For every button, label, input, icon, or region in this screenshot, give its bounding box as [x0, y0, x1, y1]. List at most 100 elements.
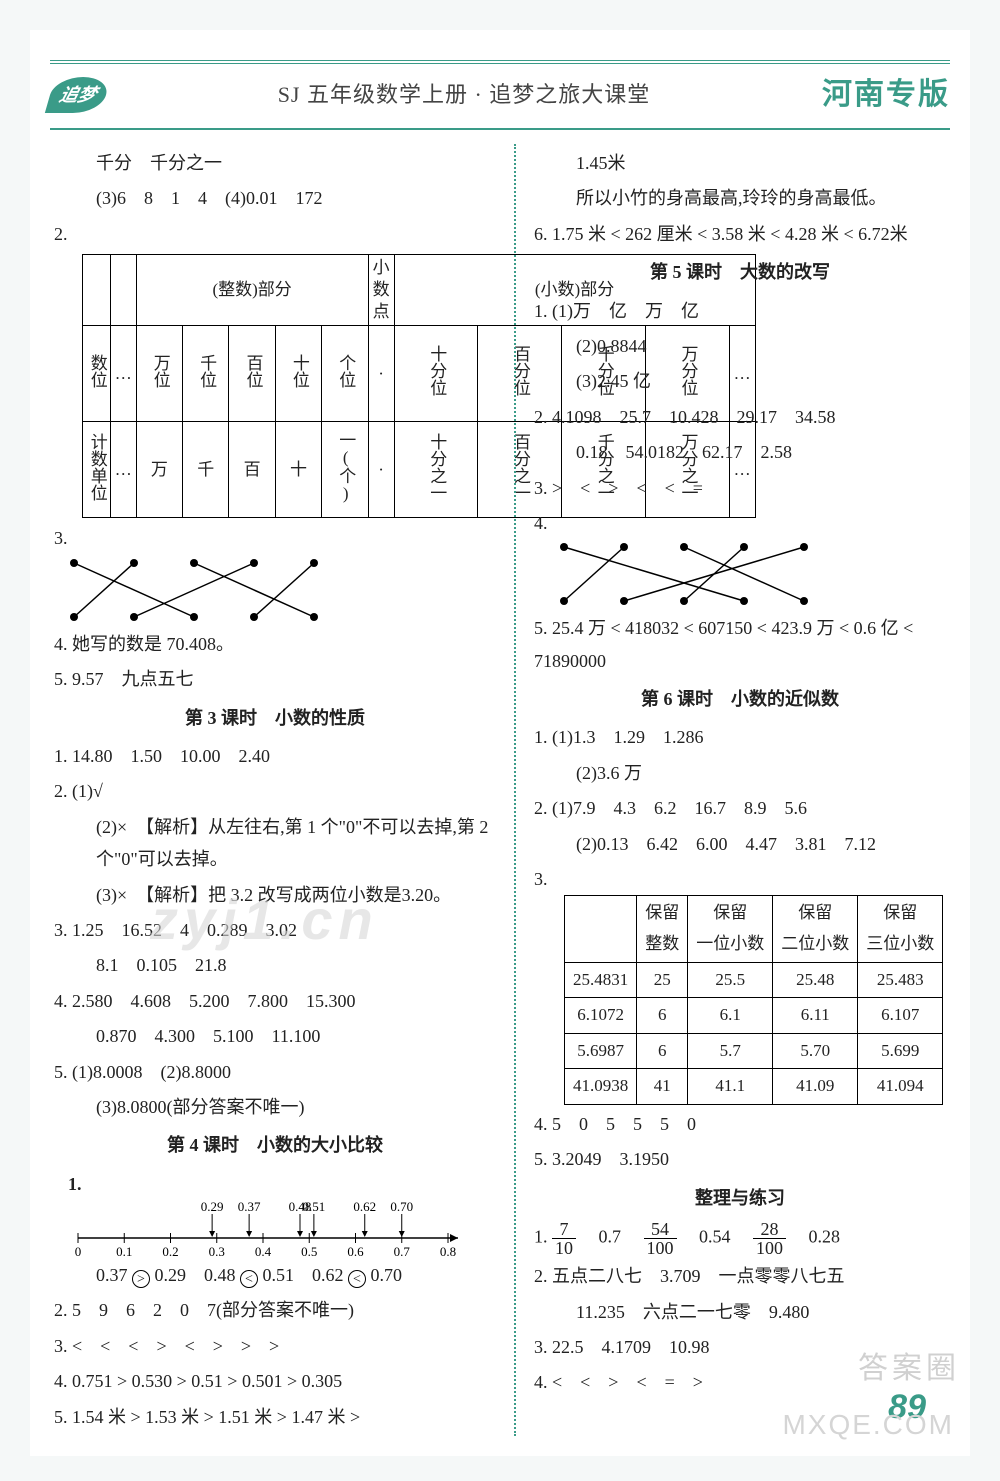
cell: 25.5: [688, 962, 773, 998]
fraction: 28100: [753, 1220, 786, 1257]
cell: …: [110, 422, 136, 518]
text-line: 6. 1.75 米 < 262 厘米 < 3.58 米 < 4.28 米 < 6…: [530, 218, 950, 250]
cell: 十: [275, 422, 321, 518]
text-line: 1. (1)1.3 1.29 1.286: [530, 721, 950, 753]
t: 0.28: [791, 1227, 841, 1247]
text-line: 5. 1.54 米 > 1.53 米 > 1.51 米 > 1.47 米 >: [50, 1401, 500, 1433]
circled-operator: >: [132, 1270, 150, 1288]
right-column: 1.45米 所以小竹的身高最高,玲玲的身高最低。 6. 1.75 米 < 262…: [530, 144, 950, 1436]
q2: 2. (整数)部分 小数点 (小数)部分 数位 … 万位 千位 百位 十位: [50, 218, 500, 519]
cell: 41.094: [858, 1069, 943, 1105]
rounding-table: 保留整数保留一位小数保留二位小数保留三位小数25.48312525.525.48…: [564, 895, 943, 1105]
matching-diagram: [54, 555, 354, 625]
cell: 5.7: [688, 1033, 773, 1069]
svg-text:0.1: 0.1: [116, 1244, 132, 1256]
cell: [565, 896, 637, 962]
watermark-footer: MXQE.COM: [782, 1400, 954, 1450]
text-line: 1. 14.80 1.50 10.00 2.40: [50, 740, 500, 772]
text-line: 1.45米: [530, 147, 950, 179]
logo-icon: 追梦: [45, 77, 111, 113]
cell: ·: [368, 326, 394, 422]
q-label: 3.: [54, 528, 68, 548]
cell: 数位: [87, 354, 106, 388]
t: 0.37: [96, 1265, 128, 1285]
cell: 百位: [243, 354, 262, 388]
svg-text:0.70: 0.70: [390, 1200, 413, 1214]
cell: 6.107: [858, 998, 943, 1034]
cell: 十分之一: [427, 433, 446, 501]
text-line: (2)3.6 万: [530, 757, 950, 789]
text-line: (2)0.8844: [530, 330, 950, 362]
cell: 6.1: [688, 998, 773, 1034]
cell: 41.09: [773, 1069, 858, 1105]
cell: 5.699: [858, 1033, 943, 1069]
svg-text:0.3: 0.3: [209, 1244, 225, 1256]
page-header: 追梦 SJ 五年级数学上册 · 追梦之旅大课堂 河南专版: [50, 68, 950, 130]
t: 0.29 0.48: [155, 1265, 241, 1285]
cell: 6.11: [773, 998, 858, 1034]
text-line: 3. > < > < < =: [530, 472, 950, 504]
cell: 一(个): [336, 431, 355, 503]
cell: 25: [637, 962, 688, 998]
text-line: 0.37 > 0.29 0.48 < 0.51 0.62 < 0.70: [50, 1259, 500, 1291]
text-line: 3. < < < > < > > >: [50, 1330, 500, 1362]
section-heading: 整理与练习: [530, 1182, 950, 1214]
svg-text:0.62: 0.62: [353, 1200, 376, 1214]
cell: 十位: [289, 354, 308, 388]
section-heading: 第 3 课时 小数的性质: [50, 702, 500, 734]
cell: 6: [637, 1033, 688, 1069]
q3-rounding: 3. 保留整数保留一位小数保留二位小数保留三位小数25.48312525.525…: [530, 863, 950, 1105]
text-line: 4. 0.751 > 0.530 > 0.51 > 0.501 > 0.305: [50, 1365, 500, 1397]
matching-diagram: [534, 539, 854, 609]
text-line: 5. 3.2049 3.1950: [530, 1143, 950, 1175]
text-line: 5. (1)8.0008 (2)8.8000: [50, 1056, 500, 1088]
cell: 6: [637, 998, 688, 1034]
cell: 41: [637, 1069, 688, 1105]
cell: ·: [368, 422, 394, 518]
svg-text:0.5: 0.5: [301, 1244, 317, 1256]
q-label: 3.: [534, 869, 548, 889]
text-line: 千分 千分之一: [50, 147, 500, 179]
cell: 万: [136, 422, 182, 518]
t: 1.: [534, 1227, 552, 1247]
text-line: (2)0.13 6.42 6.00 4.47 3.81 7.12: [530, 828, 950, 860]
cell: 保留一位小数: [688, 896, 773, 962]
t: 0.51 0.62: [263, 1265, 349, 1285]
svg-text:0.6: 0.6: [347, 1244, 364, 1256]
text-line: 2. (1)√: [50, 775, 500, 807]
cell: 千: [183, 422, 229, 518]
text-line: 2. 5 9 6 2 0 7(部分答案不唯一): [50, 1294, 500, 1326]
text-line: 0.18 54.0182 62.17 2.58: [530, 436, 950, 468]
text-line: (3)6 8 1 4 (4)0.01 172: [50, 182, 500, 214]
number-line: 1. 00.10.20.30.40.50.60.70.80.290.370.48…: [64, 1168, 500, 1256]
cell: 十分位: [427, 345, 446, 396]
cell: 计数单位: [87, 433, 106, 501]
svg-text:0.4: 0.4: [255, 1244, 272, 1256]
text-line: 1. 710 0.7 54100 0.54 28100 0.28: [530, 1220, 950, 1257]
cell: 25.4831: [565, 962, 637, 998]
edition-badge: 河南专版: [822, 68, 950, 122]
t: 0.54: [681, 1227, 749, 1247]
cell: 保留三位小数: [858, 896, 943, 962]
text-line: 2. 4.1098 25.7 10.428 29.17 34.58: [530, 401, 950, 433]
cell: (整数)部分: [136, 255, 368, 326]
q-label: 2.: [54, 224, 68, 244]
text-line: 2. (1)7.9 4.3 6.2 16.7 8.9 5.6: [530, 792, 950, 824]
cell: 5.70: [773, 1033, 858, 1069]
text-line: 4. 2.580 4.608 5.200 7.800 15.300: [50, 985, 500, 1017]
text-line: 4. 她写的数是 70.408。: [50, 628, 500, 660]
fraction: 710: [552, 1220, 576, 1257]
svg-text:0.8: 0.8: [440, 1244, 456, 1256]
text-line: (2)× 【解析】从左往右,第 1 个"0"不可以去掉,第 2 个"0"可以去掉…: [50, 811, 500, 876]
cell: 保留二位小数: [773, 896, 858, 962]
cell: 保留整数: [637, 896, 688, 962]
cell: 个位: [336, 354, 355, 388]
cell: 千位: [196, 354, 215, 388]
cell: 小数点: [368, 255, 394, 326]
text-line: 1. (1)万 亿 万 亿: [530, 295, 950, 327]
q3-matching: 3.: [50, 522, 500, 624]
circled-operator: <: [348, 1270, 366, 1288]
text-line: 0.870 4.300 5.100 11.100: [50, 1020, 500, 1052]
watermark-corner: 答案圈: [858, 1342, 960, 1396]
svg-text:0: 0: [75, 1244, 82, 1256]
